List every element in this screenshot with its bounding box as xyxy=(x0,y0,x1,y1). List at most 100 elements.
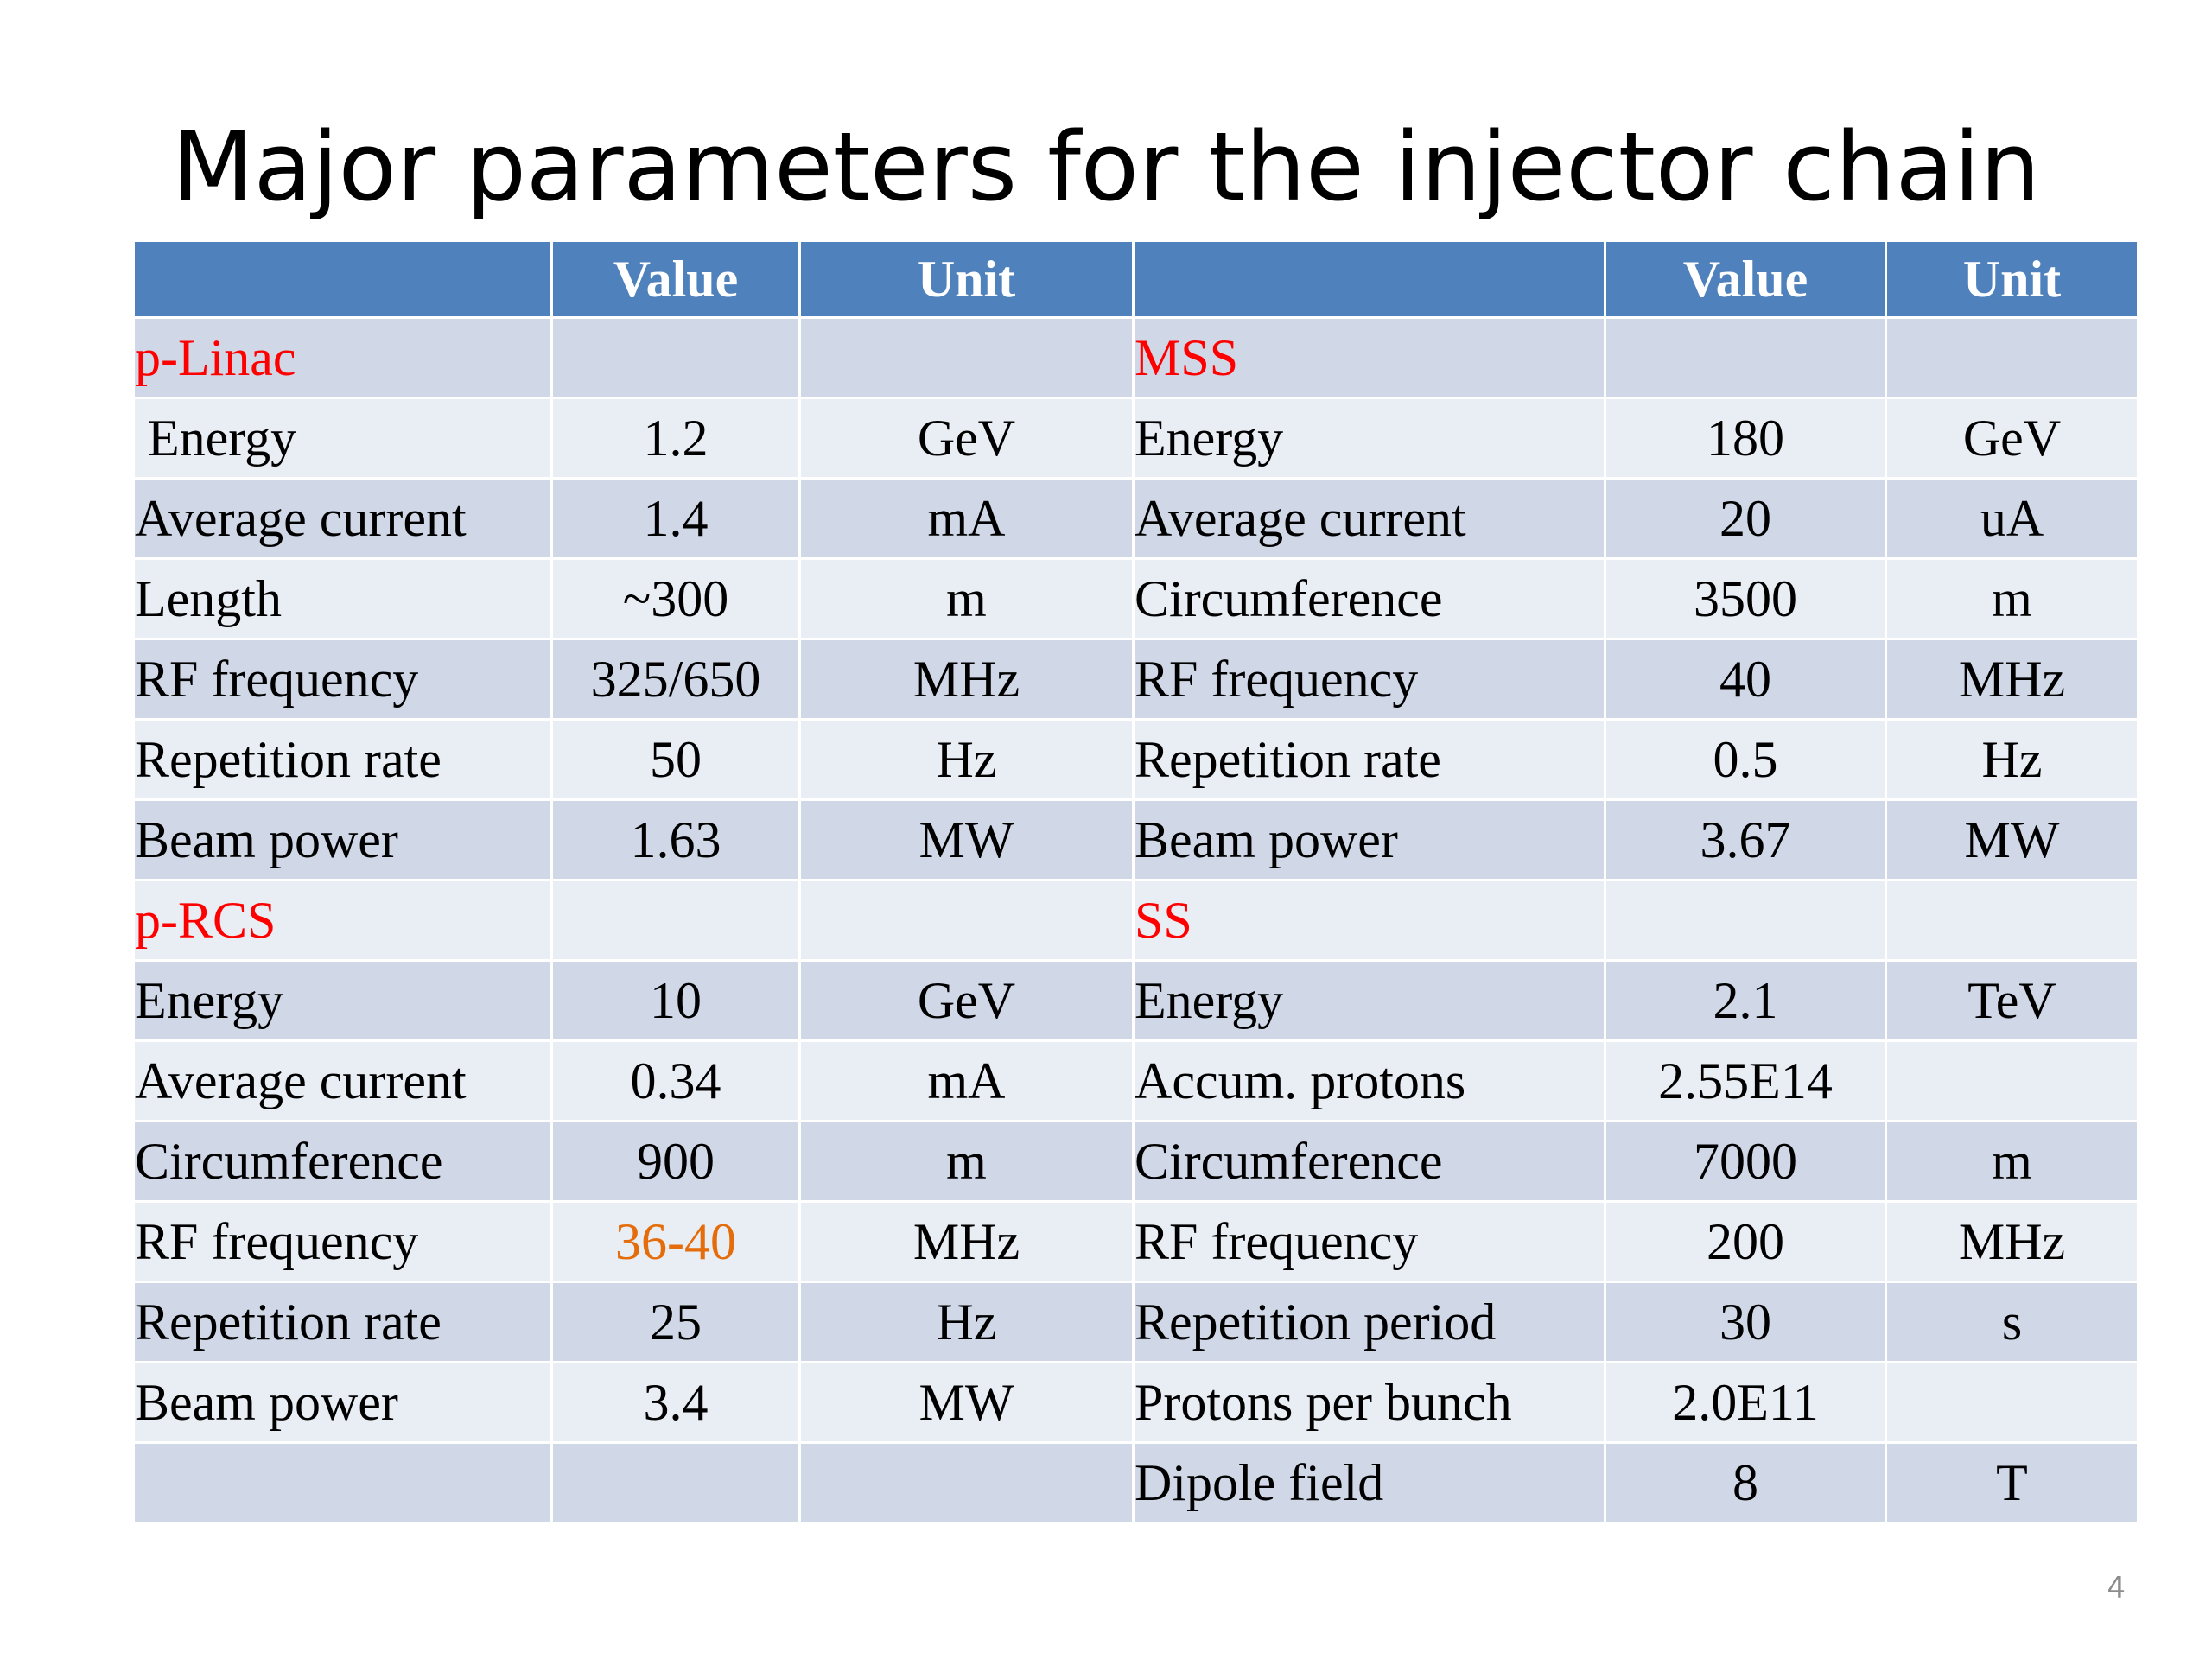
table-row: p-RCS SS xyxy=(132,879,2139,962)
left-value-cell: 50 xyxy=(550,718,801,801)
parameters-table: Value Unit Value Unit p-Linac MSS Energy… xyxy=(132,239,2139,1524)
right-value-cell: 200 xyxy=(1604,1200,1887,1283)
right-value-cell xyxy=(1604,316,1887,399)
left-unit-cell: Hz xyxy=(798,1281,1135,1363)
right-unit-cell xyxy=(1885,1361,2139,1444)
table-row: Beam power 3.4 MW Protons per bunch 2.0E… xyxy=(132,1361,2139,1444)
right-value-cell: 20 xyxy=(1604,477,1887,560)
right-value-cell: 8 xyxy=(1604,1441,1887,1524)
table-row: Length ~300 m Circumference 3500 m xyxy=(132,557,2139,640)
page-number: 4 xyxy=(2107,1571,2126,1605)
table-row: Repetition rate 25 Hz Repetition period … xyxy=(132,1281,2139,1363)
left-unit-cell: mA xyxy=(798,1039,1135,1122)
left-value-cell: 1.4 xyxy=(550,477,801,560)
right-parameter-label: Accum. protons xyxy=(1132,1039,1606,1122)
right-value-cell: 40 xyxy=(1604,638,1887,721)
left-unit-cell: GeV xyxy=(798,397,1135,480)
right-unit-cell xyxy=(1885,316,2139,399)
right-parameter-label: Average current xyxy=(1132,477,1606,560)
right-unit-cell: uA xyxy=(1885,477,2139,560)
left-value-cell: 325/650 xyxy=(550,638,801,721)
table-row: RF frequency 36-40 MHz RF frequency 200 … xyxy=(132,1200,2139,1283)
right-value-cell: 2.1 xyxy=(1604,959,1887,1042)
section-label-mss: MSS xyxy=(1132,316,1606,399)
section-label-p-rcs: p-RCS xyxy=(132,879,553,962)
left-value-cell: ~300 xyxy=(550,557,801,640)
right-unit-cell: T xyxy=(1885,1441,2139,1524)
right-parameter-label: Protons per bunch xyxy=(1132,1361,1606,1444)
right-unit-cell: MW xyxy=(1885,798,2139,881)
slide-title: Major parameters for the injector chain xyxy=(171,111,2041,222)
table-row: Average current 0.34 mA Accum. protons 2… xyxy=(132,1039,2139,1122)
left-value-cell: 3.4 xyxy=(550,1361,801,1444)
table-row: RF frequency 325/650 MHz RF frequency 40… xyxy=(132,638,2139,721)
right-value-cell: 180 xyxy=(1604,397,1887,480)
left-unit-cell: GeV xyxy=(798,959,1135,1042)
right-parameter-label: Repetition rate xyxy=(1132,718,1606,801)
table-row: Beam power 1.63 MW Beam power 3.67 MW xyxy=(132,798,2139,881)
left-value-cell: 0.34 xyxy=(550,1039,801,1122)
left-value-cell xyxy=(550,879,801,962)
right-parameter-label: RF frequency xyxy=(1132,1200,1606,1283)
table-row: Dipole field 8 T xyxy=(132,1441,2139,1524)
table-row: Circumference 900 m Circumference 7000 m xyxy=(132,1120,2139,1203)
right-unit-cell: s xyxy=(1885,1281,2139,1363)
right-value-cell: 2.0E11 xyxy=(1604,1361,1887,1444)
left-unit-cell xyxy=(798,879,1135,962)
left-value-cell xyxy=(550,1441,801,1524)
left-parameter-label: Repetition rate xyxy=(132,1281,553,1363)
left-value-cell xyxy=(550,316,801,399)
header-unit-left: Unit xyxy=(798,239,1135,319)
right-value-cell: 2.55E14 xyxy=(1604,1039,1887,1122)
left-parameter-label: Circumference xyxy=(132,1120,553,1203)
left-parameter-label: Average current xyxy=(132,1039,553,1122)
left-parameter-label: Energy xyxy=(132,397,553,480)
right-value-cell: 3.67 xyxy=(1604,798,1887,881)
left-unit-cell: mA xyxy=(798,477,1135,560)
right-parameter-label: Energy xyxy=(1132,397,1606,480)
right-unit-cell: MHz xyxy=(1885,1200,2139,1283)
right-unit-cell: m xyxy=(1885,1120,2139,1203)
left-unit-cell: MHz xyxy=(798,1200,1135,1283)
left-parameter-label: Average current xyxy=(132,477,553,560)
left-parameter-label: RF frequency xyxy=(132,1200,553,1283)
right-parameter-label: Beam power xyxy=(1132,798,1606,881)
header-value-left: Value xyxy=(550,239,801,319)
right-unit-cell xyxy=(1885,1039,2139,1122)
table-header-row: Value Unit Value Unit xyxy=(132,239,2139,319)
right-value-cell xyxy=(1604,879,1887,962)
right-unit-cell: GeV xyxy=(1885,397,2139,480)
table-row: Energy 10 GeV Energy 2.1 TeV xyxy=(132,959,2139,1042)
right-unit-cell xyxy=(1885,879,2139,962)
right-unit-cell: TeV xyxy=(1885,959,2139,1042)
left-value-cell: 1.2 xyxy=(550,397,801,480)
left-unit-cell xyxy=(798,316,1135,399)
left-value-cell: 1.63 xyxy=(550,798,801,881)
right-unit-cell: m xyxy=(1885,557,2139,640)
left-parameter-label: Beam power xyxy=(132,1361,553,1444)
right-value-cell: 7000 xyxy=(1604,1120,1887,1203)
right-parameter-label: Dipole field xyxy=(1132,1441,1606,1524)
table-row: Average current 1.4 mA Average current 2… xyxy=(132,477,2139,560)
table-row: p-Linac MSS xyxy=(132,316,2139,399)
left-value-cell: 900 xyxy=(550,1120,801,1203)
table-row: Repetition rate 50 Hz Repetition rate 0.… xyxy=(132,718,2139,801)
left-unit-cell: MW xyxy=(798,798,1135,881)
right-parameter-label: Energy xyxy=(1132,959,1606,1042)
header-value-right: Value xyxy=(1604,239,1887,319)
left-value-cell-highlighted: 36-40 xyxy=(550,1200,801,1283)
header-parameter-left xyxy=(132,239,553,319)
left-unit-cell: m xyxy=(798,557,1135,640)
table-row: Energy 1.2 GeV Energy 180 GeV xyxy=(132,397,2139,480)
right-parameter-label: RF frequency xyxy=(1132,638,1606,721)
left-parameter-label: Length xyxy=(132,557,553,640)
right-parameter-label: Circumference xyxy=(1132,1120,1606,1203)
section-label-ss: SS xyxy=(1132,879,1606,962)
left-unit-cell: m xyxy=(798,1120,1135,1203)
right-value-cell: 30 xyxy=(1604,1281,1887,1363)
left-parameter-label xyxy=(132,1441,553,1524)
right-parameter-label: Repetition period xyxy=(1132,1281,1606,1363)
left-parameter-label: Beam power xyxy=(132,798,553,881)
left-unit-cell: Hz xyxy=(798,718,1135,801)
right-unit-cell: MHz xyxy=(1885,638,2139,721)
